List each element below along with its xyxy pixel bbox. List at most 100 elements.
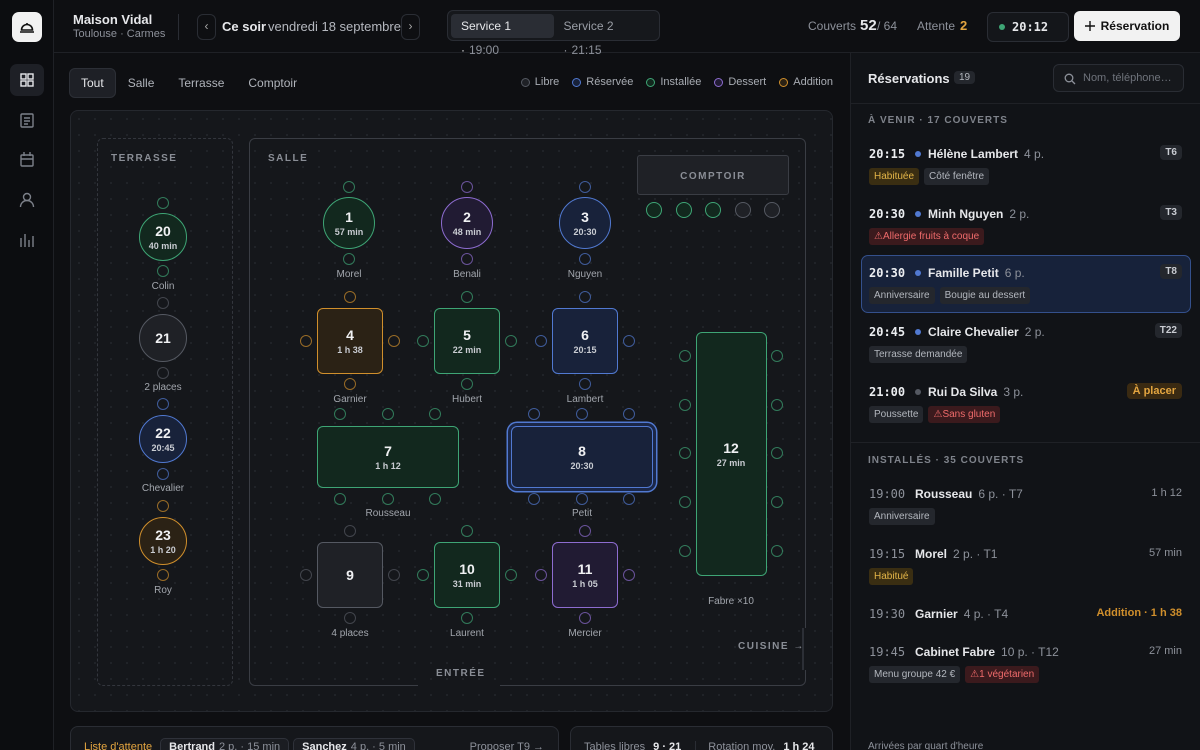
search-box[interactable]: Nom, téléphone… (1053, 64, 1184, 92)
table[interactable]: 4 1 h 38 (317, 308, 383, 374)
reservation-item[interactable]: 19:45 Cabinet Fabre 10 p. · T12 27 min Menu … (861, 634, 1191, 692)
chair (679, 399, 691, 411)
reservation-item[interactable]: 19:30 Garnier 4 p. · T4 Addition · 1 h 38 (861, 596, 1191, 632)
table[interactable]: 1 57 min (323, 197, 375, 249)
duration: Addition · 1 h 38 (1096, 607, 1182, 619)
stat-value: 1 h 24 (783, 741, 815, 750)
table[interactable]: 12 27 min (695, 332, 767, 576)
table[interactable]: 11 1 h 05 (552, 542, 618, 608)
live-dot (999, 24, 1005, 30)
table[interactable]: 9 (317, 542, 383, 608)
table[interactable]: 5 22 min (434, 308, 500, 374)
tag: Côté fenêtre (924, 168, 990, 185)
covers-value: 52 (860, 17, 877, 34)
chair (343, 253, 355, 265)
tag: Terrasse demandée (869, 346, 968, 363)
table[interactable]: 8 20:30 (511, 426, 653, 488)
reservation-item[interactable]: 19:15 Morel 2 p. · T1 57 min Habitué (861, 536, 1191, 594)
counter-seat (764, 202, 780, 218)
chair (344, 291, 356, 303)
prev-day[interactable]: ‹ (197, 14, 216, 40)
table-label: Hubert (451, 394, 482, 405)
chair (417, 569, 429, 581)
logo[interactable] (12, 12, 42, 42)
service-tab[interactable]: Service 2 · 21:15 (554, 14, 657, 57)
status-dot (915, 211, 921, 217)
reservation-item[interactable]: 20:30 Famille Petit 6 p. T8 Anniversaire Boug… (861, 255, 1191, 313)
table[interactable]: 6 20:15 (552, 308, 618, 374)
section-title: À VENIR · 17 COUVERTS (868, 115, 1008, 126)
filter-tab[interactable]: Tout (69, 68, 116, 98)
counter-seat (734, 202, 751, 218)
reservation-item[interactable]: 20:15 Hélène Lambert 4 p. T6 Habituée Côté fe… (861, 136, 1191, 194)
table[interactable]: 3 20:30 (559, 197, 611, 249)
reservation-item[interactable]: 19:00 Rousseau 6 p. · T7 1 h 12 Anniversaire (861, 476, 1191, 534)
table-label: 4 places (331, 628, 369, 639)
waitlist-action[interactable]: Proposer T9 → (469, 741, 544, 750)
date: vendredi 18 septembre (268, 19, 401, 34)
table-time: 1 h 05 (572, 579, 598, 589)
chair (461, 253, 473, 265)
item-row: 21:00 Rui Da Silva 3 p. (869, 383, 1183, 401)
chair (157, 265, 169, 277)
legend-label: Addition (793, 76, 833, 88)
stat: Rotation moy. 1 h 24 (695, 741, 815, 750)
item-party: 2 p. (1009, 207, 1030, 221)
table-label: Garnier (333, 394, 367, 405)
chair (388, 335, 400, 347)
table-label: Morel (336, 269, 362, 280)
table-label: Colin (151, 281, 175, 292)
item-name: Famille Petit (928, 266, 999, 280)
reservation-item[interactable]: 20:30 Minh Nguyen 2 p. T3 ⚠Allergie fruits à… (861, 196, 1191, 254)
chair (157, 500, 169, 512)
table[interactable]: 2 48 min (441, 197, 493, 249)
table-time: 48 min (452, 227, 482, 237)
table-time: 31 min (452, 579, 482, 589)
legend-item: Réservée (572, 76, 633, 88)
tags: Anniversaire Bougie au dessert (869, 287, 1183, 304)
new-reservation-button[interactable]: Réservation (1074, 11, 1180, 41)
waitlist-entry[interactable]: Bertrand 2 p. · 15 min (160, 738, 290, 750)
item-name: Hélène Lambert (928, 147, 1019, 161)
reservations-panel: Réservations 19 Nom, téléphone… À VENIR … (850, 53, 1200, 750)
table[interactable]: 21 (139, 314, 187, 362)
sidebar (0, 0, 54, 750)
waitlist-entry[interactable]: Sanchez 4 p. · 5 min (293, 738, 415, 750)
next-day[interactable]: › (401, 14, 420, 40)
service-switch: Service 1 · 19:00 Service 2 · 21:15 (447, 10, 660, 57)
table-time: 1 h 20 (150, 545, 176, 555)
service-tab[interactable]: Service 1 · 19:00 (451, 13, 554, 57)
tags: Poussette ⚠Sans gluten (869, 406, 1183, 423)
zone-label: TERRASSE (111, 153, 178, 164)
item-party: 3 p. (1003, 385, 1024, 399)
table[interactable]: 20 40 min (139, 213, 187, 261)
table-label: Chevalier (141, 483, 185, 494)
filter-tab[interactable]: Comptoir (248, 76, 298, 90)
table[interactable]: 7 1 h 12 (317, 426, 459, 488)
chair (157, 398, 169, 410)
waiting-value: 2 (960, 18, 968, 33)
section-title: INSTALLÉS · 35 COUVERTS (868, 455, 1025, 466)
reservation-item[interactable]: 20:45 Claire Chevalier 2 p. T22 Terrasse dem… (861, 314, 1191, 372)
table[interactable]: 23 1 h 20 (139, 517, 187, 565)
section: À VENIR · 17 COUVERTS 20:15 Hélène Lambert… (851, 115, 1200, 432)
nav-icons[interactable] (17, 110, 37, 260)
table-badge: T3 (1160, 205, 1182, 220)
chair (771, 545, 783, 557)
nav-floor[interactable] (10, 64, 44, 96)
chair (157, 468, 169, 480)
table[interactable]: 10 31 min (434, 542, 500, 608)
section: INSTALLÉS · 35 COUVERTS 19:00 Rousseau 6 p.… (851, 442, 1200, 692)
filter-tab[interactable]: Salle (127, 76, 155, 90)
table-label: Fabre ×10 (708, 596, 754, 607)
counter-seat (675, 202, 692, 218)
chair (334, 493, 346, 505)
stats-card: Tables libres 9 · 21 Rotation moy. 1 h 24 (570, 726, 833, 750)
reservation-item[interactable]: 21:00 Rui Da Silva 3 p. À placer Poussette ⚠S… (861, 374, 1191, 432)
table-label: Lambert (566, 394, 604, 405)
chair (535, 335, 547, 347)
filter-tab[interactable]: Terrasse (178, 76, 225, 90)
table[interactable]: 22 20:45 (139, 415, 187, 463)
table-label: Benali (453, 269, 481, 280)
kitchen-gap (802, 628, 812, 670)
